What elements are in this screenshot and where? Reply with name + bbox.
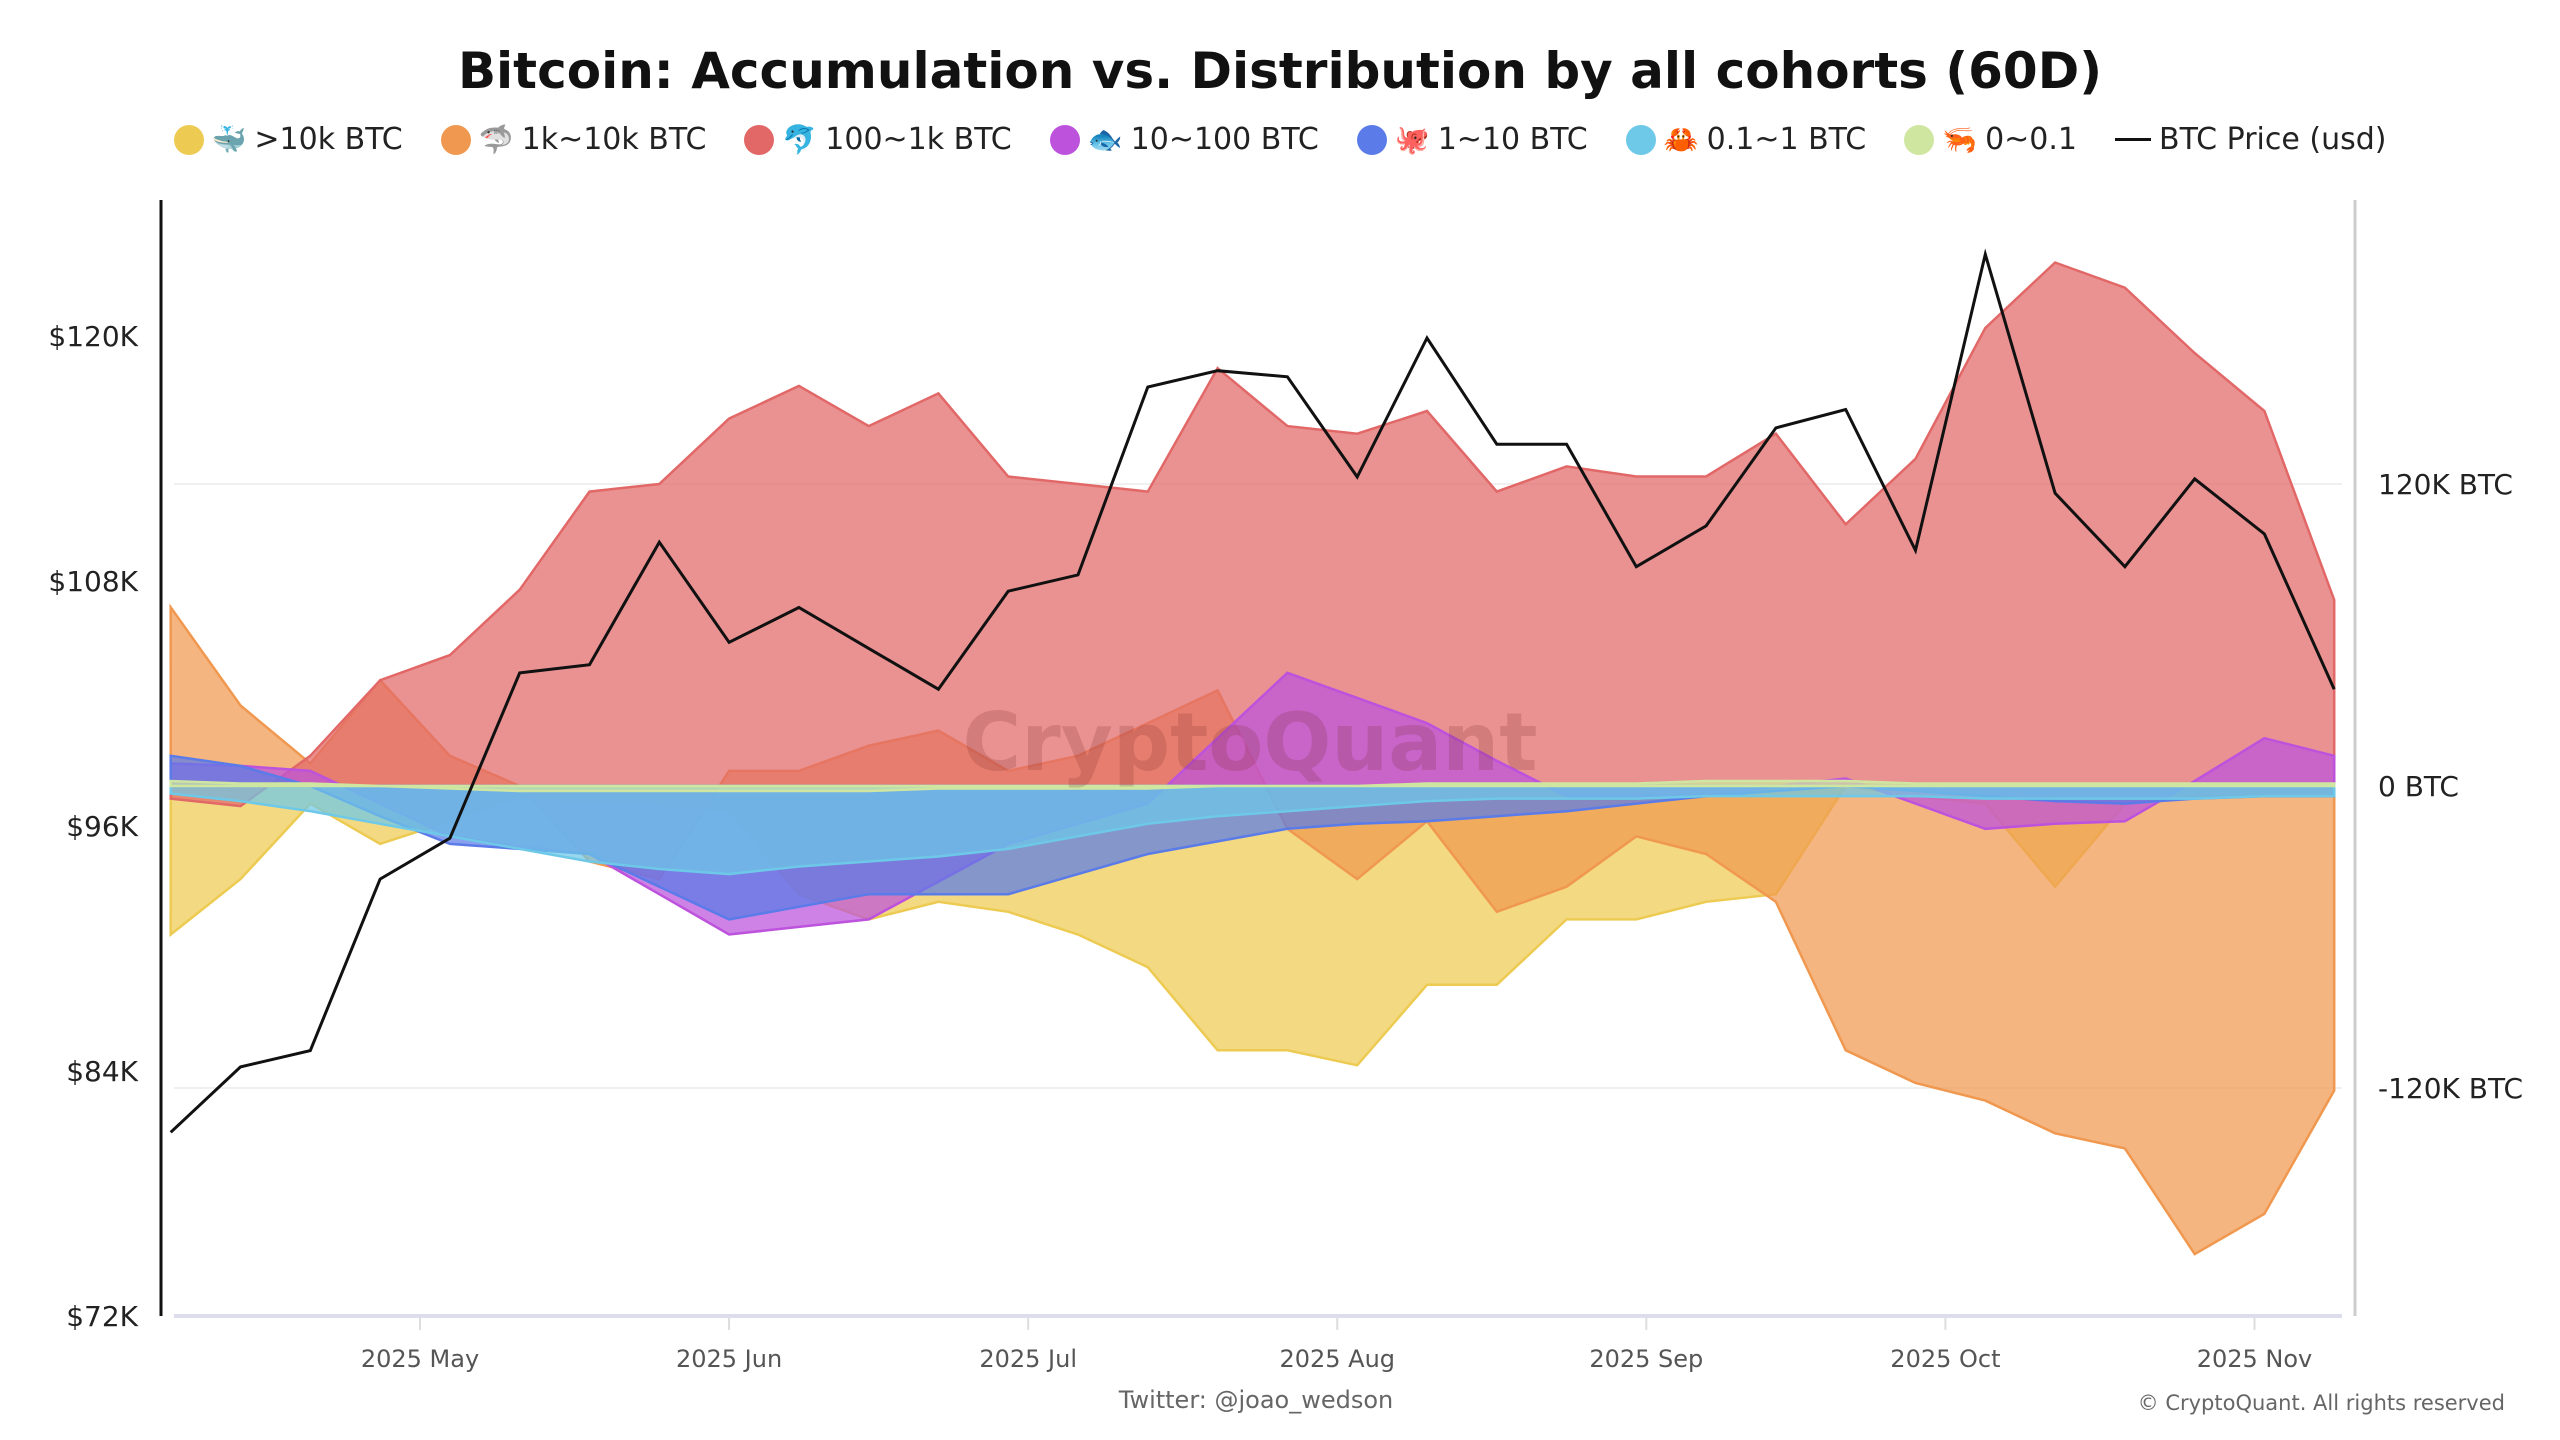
- credit: Twitter: @joao_wedson: [1118, 1386, 1394, 1414]
- legend-item[interactable]: 🐬 100~1k BTC: [744, 122, 1012, 157]
- legend-swatch: [1625, 124, 1656, 155]
- y-left-tick-label: $96K: [66, 810, 138, 843]
- fish-icon: 🐟: [1087, 123, 1123, 156]
- y-left-tick-label: $120K: [48, 320, 138, 353]
- y-left-tick-label: $108K: [48, 565, 138, 598]
- legend-swatch: [744, 124, 775, 155]
- watermark: CryptoQuant: [963, 696, 1538, 789]
- area-dolphin: [169, 261, 2336, 808]
- octopus-icon: 🐙: [1394, 123, 1430, 156]
- legend-swatch: [1049, 124, 1080, 155]
- legend-swatch: [173, 124, 204, 155]
- legend-item[interactable]: 🐙 1~10 BTC: [1356, 122, 1588, 157]
- legend-line-swatch: [2115, 138, 2152, 141]
- legend-item[interactable]: 🦐 0~0.1: [1904, 122, 2077, 157]
- x-tick-label: 2025 Jun: [676, 1345, 782, 1373]
- dolphin-icon: 🐬: [782, 123, 818, 156]
- legend-label: 0~0.1: [1985, 122, 2078, 157]
- legend-label: 100~1k BTC: [825, 122, 1012, 157]
- crab-icon: 🦀: [1663, 123, 1699, 156]
- legend-swatch: [1904, 124, 1935, 155]
- legend-item[interactable]: 🐳 >10k BTC: [173, 122, 403, 157]
- legend-label: >10k BTC: [254, 122, 403, 157]
- legend-label: 0.1~1 BTC: [1706, 122, 1867, 157]
- legend-label: 10~100 BTC: [1130, 122, 1319, 157]
- legend-label: 1k~10k BTC: [521, 122, 707, 157]
- x-tick-label: 2025 Sep: [1589, 1345, 1703, 1373]
- x-tick-label: 2025 Oct: [1890, 1345, 2000, 1373]
- y-right-tick-label: 0 BTC: [2378, 770, 2459, 803]
- legend-swatch: [440, 124, 471, 155]
- area-shrimp: [169, 779, 2336, 793]
- legend-item[interactable]: 🦀 0.1~1 BTC: [1625, 122, 1867, 157]
- x-tick-label: 2025 Nov: [2197, 1345, 2313, 1373]
- legend: 🐳 >10k BTC 🦈 1k~10k BTC 🐬 100~1k BTC 🐟 10~100 B…: [0, 122, 2560, 157]
- legend-label: 1~10 BTC: [1437, 122, 1588, 157]
- price-line: [169, 248, 2336, 1134]
- x-tick-label: 2025 May: [361, 1345, 479, 1373]
- legend-item-price[interactable]: BTC Price (usd): [2115, 122, 2386, 157]
- shark-icon: 🦈: [478, 123, 514, 156]
- shrimp-icon: 🦐: [1942, 123, 1978, 156]
- legend-swatch: [1356, 124, 1387, 155]
- y-right-tick-label: 120K BTC: [2378, 468, 2513, 501]
- copyright: © CryptoQuant. All rights reserved: [2138, 1391, 2505, 1415]
- legend-item[interactable]: 🐟 10~100 BTC: [1049, 122, 1319, 157]
- x-tick-label: 2025 Aug: [1279, 1345, 1395, 1373]
- legend-label: BTC Price (usd): [2159, 122, 2387, 157]
- chart-title: Bitcoin: Accumulation vs. Distribution b…: [457, 42, 2103, 100]
- y-left-tick-label: $72K: [66, 1300, 138, 1333]
- legend-item[interactable]: 🦈 1k~10k BTC: [440, 122, 707, 157]
- y-left-tick-label: $84K: [66, 1055, 138, 1088]
- whale-icon: 🐳: [211, 123, 247, 156]
- y-right-tick-label: -120K BTC: [2378, 1072, 2523, 1105]
- x-tick-label: 2025 Jul: [979, 1345, 1077, 1373]
- area-crab: [169, 784, 2336, 876]
